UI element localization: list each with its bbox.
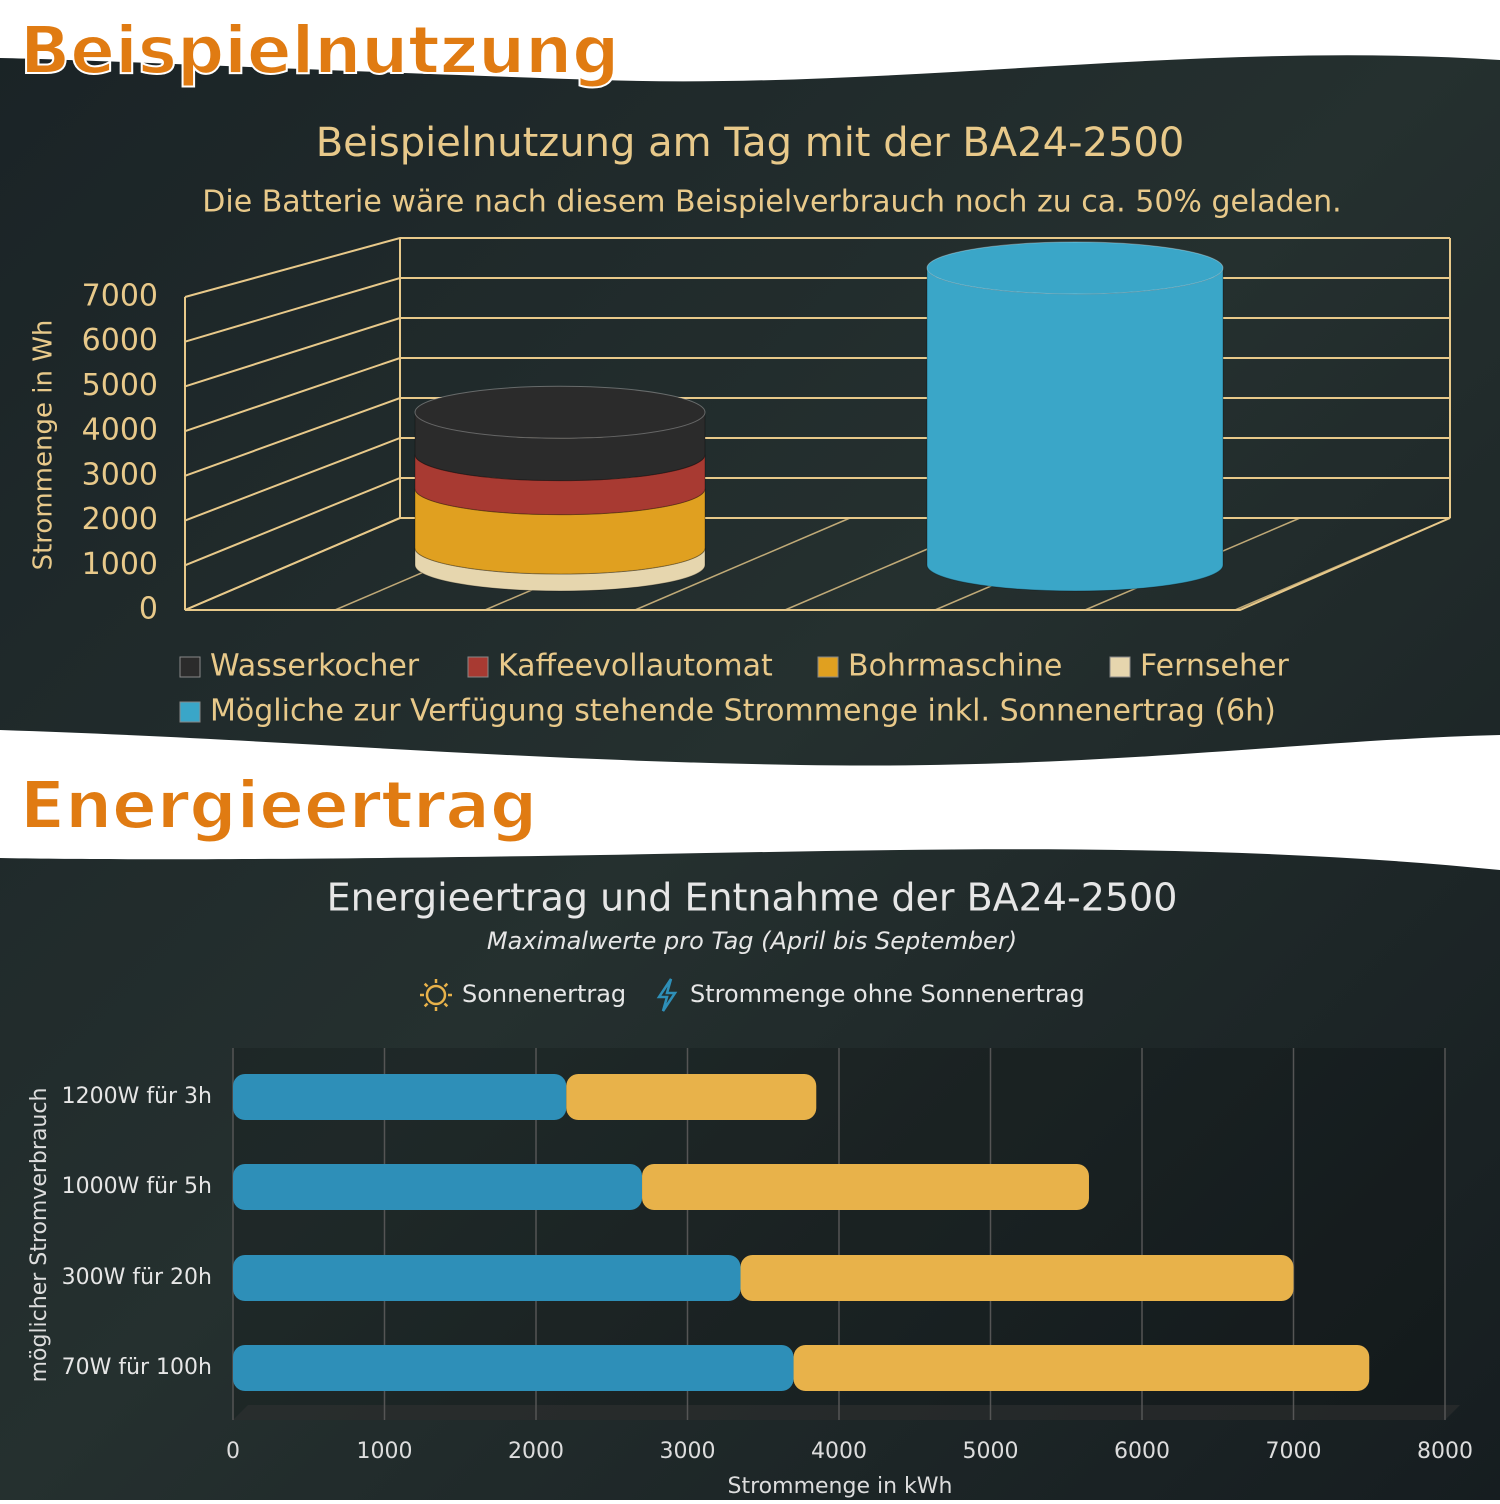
y-tick-label: 1200W für 3h	[62, 1084, 212, 1109]
legend-label: Fernseher	[1140, 649, 1289, 684]
chart-subtitle: Maximalwerte pro Tag (April bis Septembe…	[487, 927, 1017, 955]
chart-title: Beispielnutzung am Tag mit der BA24-2500	[316, 120, 1185, 166]
legend-label: Strommenge ohne Sonnenertrag	[690, 980, 1085, 1008]
y-tick-label: 7000	[82, 279, 158, 314]
legend-swatch	[179, 656, 201, 678]
y-tick-label: 300W für 20h	[62, 1265, 212, 1290]
middle-band	[0, 730, 1500, 870]
chart-subtitle: Die Batterie wäre nach diesem Beispielve…	[202, 185, 1341, 220]
floor-line	[634, 517, 851, 611]
y-tick-label: 5000	[82, 368, 158, 403]
legend-label: Wasserkocher	[210, 649, 420, 684]
x-tick-label: 5000	[963, 1439, 1019, 1464]
legend-icon	[443, 982, 449, 988]
x-tick-label: 2000	[508, 1439, 564, 1464]
y-tick-label: 1000	[82, 547, 158, 582]
legend-label: Sonnenertrag	[462, 980, 626, 1008]
bar-segment	[793, 1345, 1370, 1391]
y-axis-label: Strommenge in Wh	[29, 320, 59, 571]
legend-icon	[656, 978, 678, 1012]
bar-segment	[566, 1074, 817, 1120]
legend-swatch	[1109, 656, 1131, 678]
x-tick-label: 7000	[1266, 1439, 1322, 1464]
chart-yield: Energieertrag und Entnahme der BA24-2500…	[27, 876, 1473, 1500]
legend-icon	[423, 1002, 429, 1008]
cylinder-top	[926, 241, 1224, 295]
bar-segment	[642, 1164, 1089, 1210]
x-tick-label: 4000	[811, 1439, 867, 1464]
chart-usage: Beispielnutzung am Tag mit der BA24-2500…	[29, 120, 1451, 729]
x-tick-label: 8000	[1417, 1439, 1473, 1464]
y-tick-label: 1000W für 5h	[62, 1174, 212, 1199]
legend-icon	[425, 984, 447, 1006]
legend-label: Kaffeevollautomat	[498, 649, 773, 684]
y-tick-label: 3000	[82, 457, 158, 492]
top-band	[0, 0, 1500, 82]
section-heading: Energieertrag	[20, 767, 537, 844]
legend-swatch	[179, 701, 201, 723]
legend-label: Mögliche zur Verfügung stehende Strommen…	[210, 694, 1276, 729]
legend-swatch	[817, 656, 839, 678]
chart-title: Energieertrag und Entnahme der BA24-2500	[327, 876, 1178, 920]
legend-icon	[443, 1002, 449, 1008]
x-tick-label: 6000	[1114, 1439, 1170, 1464]
x-tick-label: 1000	[357, 1439, 413, 1464]
bar-segment	[233, 1074, 567, 1120]
legend-label: Bohrmaschine	[848, 649, 1062, 684]
floor-line	[1234, 517, 1451, 611]
bar-segment	[233, 1345, 794, 1391]
grid-line	[184, 237, 1450, 298]
bar-segment	[740, 1255, 1294, 1301]
x-axis-label: Strommenge in kWh	[728, 1474, 953, 1499]
y-axis-label: möglicher Stromverbrauch	[27, 1088, 52, 1383]
section-heading: Beispielnutzung	[20, 12, 619, 89]
y-tick-label: 2000	[82, 502, 158, 537]
cylinder-top	[414, 385, 706, 439]
y-tick-label: 0	[139, 592, 158, 627]
y-tick-label: 6000	[82, 323, 158, 358]
legend-swatch	[467, 656, 489, 678]
x-tick-label: 0	[226, 1439, 240, 1464]
y-tick-label: 4000	[82, 413, 158, 448]
y-tick-label: 70W für 100h	[62, 1355, 212, 1380]
bar-segment	[233, 1164, 643, 1210]
cylinder-segment	[926, 267, 1224, 592]
floor	[233, 1405, 1460, 1420]
bar-segment	[233, 1255, 741, 1301]
legend-icon	[423, 982, 429, 988]
x-tick-label: 3000	[660, 1439, 716, 1464]
